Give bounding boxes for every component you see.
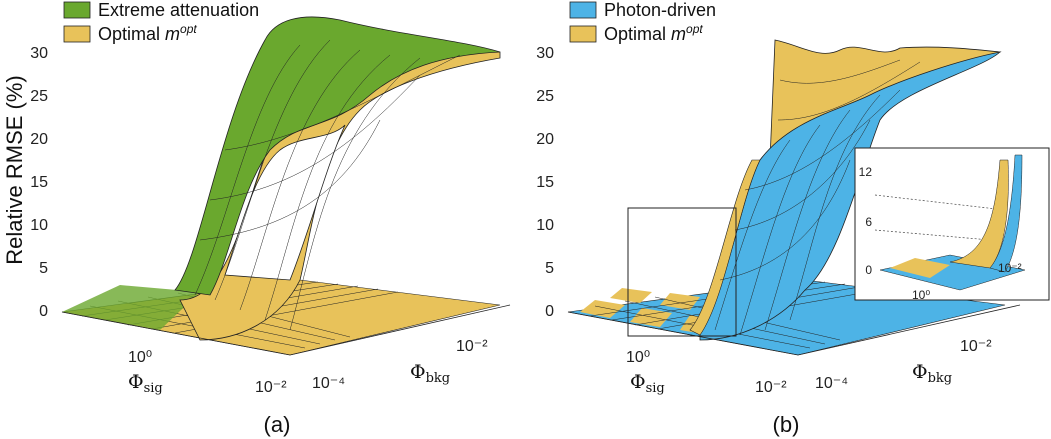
legend-label-extreme: Extreme attenuation [98, 0, 259, 20]
surface-mesh-a [194, 39, 461, 331]
z-tick-b-30: 30 [536, 45, 554, 62]
y-tick-a-1: 10⁻² [456, 338, 488, 355]
y-axis-subscript-a: bkg [426, 371, 451, 386]
x-axis-symbol-a: Φ [128, 371, 144, 393]
legend-label-optimal-b: Optimal mopt [604, 22, 703, 44]
z-tick-b-15: 15 [536, 174, 554, 191]
inset-z-tick-12: 12 [859, 165, 873, 179]
panel-a: Relative RMSE (%) 0 5 10 15 20 25 30 [2, 0, 511, 437]
panel-b: 0 5 10 15 20 25 30 [536, 0, 1050, 437]
x-axis-subscript-b: sig [646, 381, 665, 396]
z-tick-5: 5 [39, 260, 48, 277]
y-axis-label-bkg-b: Φbkg [912, 361, 952, 386]
x-axis-label-b: Φsig [630, 371, 665, 396]
inset-y-tick: 10⁻² [998, 261, 1022, 275]
axis-edges-b [567, 304, 1021, 356]
z-tick-0: 0 [39, 303, 48, 320]
legend-optimal-main-a: Optimal [98, 24, 165, 44]
legend-label-optimal-a: Optimal mopt [98, 22, 197, 44]
legend-optimal-sup-b: opt [686, 22, 703, 36]
z-tick-20: 20 [30, 131, 48, 148]
x-tick-a-0: 10⁰ [128, 349, 152, 366]
legend-b: Photon-driven Optimal mopt [569, 0, 716, 44]
inset-guide-1 [874, 194, 1006, 211]
legend-swatch-optimal-b [569, 25, 597, 43]
z-tick-b-25: 25 [536, 88, 554, 105]
legend-swatch-optimal-a [63, 25, 91, 43]
surface-optimal-strip-b [689, 159, 761, 336]
y-tick-a-0: 10⁻⁴ [312, 375, 345, 392]
z-tick-15: 15 [30, 174, 48, 191]
legend-label-photon: Photon-driven [604, 0, 716, 20]
inset-floor-patch [890, 258, 950, 278]
legend-optimal-sup-a: opt [180, 22, 197, 36]
inset-x-tick: 10⁰ [912, 288, 930, 302]
y-axis-label: Relative RMSE (%) [2, 75, 27, 264]
legend-swatch-extreme [63, 1, 91, 19]
y-axis-symbol-a: Φ [410, 361, 426, 383]
legend-a: Extreme attenuation Optimal mopt [63, 0, 259, 44]
inset-surface-photon [989, 154, 1023, 273]
legend-optimal-m-b: m [671, 24, 686, 44]
inset-guide-2 [874, 229, 991, 241]
z-tick-25: 25 [30, 88, 48, 105]
inset-surface-optimal [949, 159, 1009, 269]
z-tick-labels-b: 0 5 10 15 20 25 30 [536, 45, 554, 320]
x-tick-a-1: 10⁻² [255, 379, 287, 396]
y-axis-subscript-b: bkg [928, 371, 953, 386]
panel-label-b: (b) [773, 412, 800, 437]
legend-swatch-photon [569, 1, 597, 19]
z-tick-labels-a: 0 5 10 15 20 25 30 [30, 45, 48, 320]
z-tick-30: 30 [30, 45, 48, 62]
surface-gap-a [224, 124, 346, 281]
zoom-region-box [627, 207, 737, 337]
axis-edges-a [61, 304, 511, 356]
inset-z-tick-6: 6 [865, 215, 872, 229]
floor-green-patch-a [62, 285, 200, 330]
x-axis-label-a: Φsig [128, 371, 163, 396]
z-tick-b-0: 0 [545, 303, 554, 320]
y-axis-label-bkg-a: Φbkg [410, 361, 450, 386]
y-axis-symbol-b: Φ [912, 361, 928, 383]
surface-extreme-a [174, 16, 501, 296]
z-tick-b-10: 10 [536, 217, 554, 234]
inset-b: 0 6 12 10⁰ 10⁻² [854, 147, 1050, 302]
z-tick-b-20: 20 [536, 131, 554, 148]
inset-z-tick-0: 0 [865, 263, 872, 277]
x-tick-b-1: 10⁻² [755, 379, 787, 396]
legend-optimal-m-a: m [165, 24, 180, 44]
x-axis-symbol-b: Φ [630, 371, 646, 393]
surface-mesh-b [714, 59, 921, 336]
legend-optimal-main-b: Optimal [604, 24, 671, 44]
z-tick-b-5: 5 [545, 260, 554, 277]
y-tick-b-1: 10⁻² [960, 338, 992, 355]
z-tick-10: 10 [30, 217, 48, 234]
x-axis-subscript-a: sig [144, 381, 163, 396]
panel-label-a: (a) [264, 412, 291, 437]
y-tick-b-0: 10⁻⁴ [815, 375, 848, 392]
x-tick-b-0: 10⁰ [626, 349, 650, 366]
